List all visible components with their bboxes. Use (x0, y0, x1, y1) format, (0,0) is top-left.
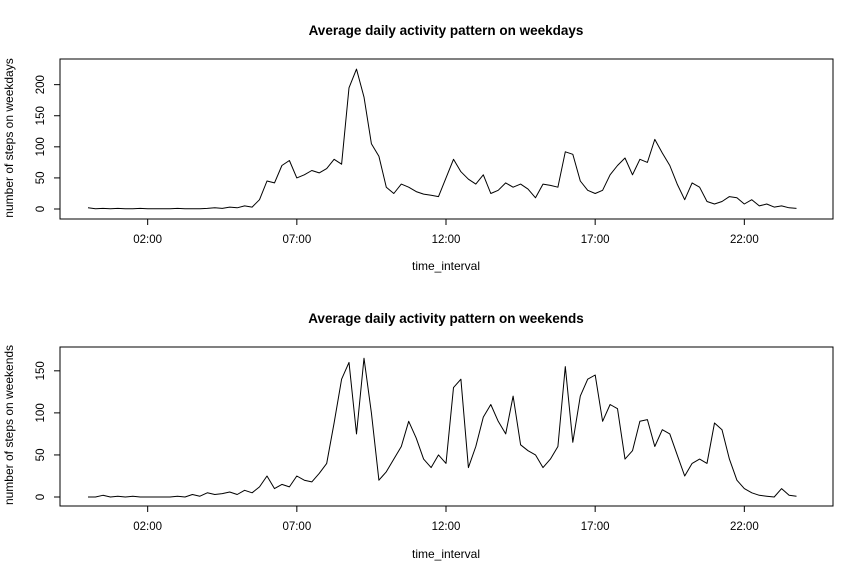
weekday-y-axis-label: number of steps on weekdays (2, 58, 16, 217)
weekend-chart-title: Average daily activity pattern on weeken… (308, 311, 584, 326)
weekend-x-tick-label: 07:00 (282, 521, 311, 533)
weekday-chart-title: Average daily activity pattern on weekda… (309, 23, 584, 38)
weekday-y-axis: 0 50 100 150 200 (35, 75, 60, 212)
weekend-x-tick-label: 22:00 (730, 521, 759, 533)
weekend-x-tick-label: 17:00 (581, 521, 610, 533)
weekday-x-tick-label: 07:00 (282, 234, 311, 246)
weekday-plot-frame (59, 58, 834, 220)
weekday-y-tick-label: 50 (35, 172, 47, 185)
weekday-series-line (87, 68, 797, 210)
weekend-x-axis-label: time_interval (412, 547, 480, 561)
weekday-x-axis: 02:00 07:00 12:00 17:00 22:00 (133, 219, 759, 246)
weekday-x-tick-label: 22:00 (730, 234, 759, 246)
weekday-x-tick-label: 12:00 (432, 234, 461, 246)
weekday-panel: Average daily activity pattern on weekda… (2, 23, 834, 273)
weekday-x-tick-label: 17:00 (581, 234, 610, 246)
weekday-y-tick-label: 150 (35, 106, 47, 125)
weekend-x-axis: 02:00 07:00 12:00 17:00 22:00 (133, 506, 759, 533)
weekday-x-axis-label: time_interval (412, 259, 480, 273)
weekend-panel: Average daily activity pattern on weeken… (2, 311, 834, 561)
weekend-y-axis: 0 50 100 150 (35, 361, 60, 500)
weekend-y-axis-label: number of steps on weekends (2, 345, 16, 505)
weekday-x-tick-label: 02:00 (133, 234, 162, 246)
weekend-y-tick-label: 0 (35, 494, 47, 500)
weekday-y-tick-label: 0 (35, 206, 47, 212)
weekend-y-tick-label: 50 (35, 449, 47, 462)
weekend-y-tick-label: 150 (35, 361, 47, 380)
weekend-x-tick-label: 12:00 (432, 521, 461, 533)
weekday-y-tick-label: 100 (35, 137, 47, 156)
weekday-y-tick-label: 200 (35, 75, 47, 94)
weekend-x-tick-label: 02:00 (133, 521, 162, 533)
weekend-series-line (88, 357, 797, 498)
weekend-plot-frame (59, 346, 834, 507)
weekend-y-tick-label: 100 (35, 403, 47, 422)
